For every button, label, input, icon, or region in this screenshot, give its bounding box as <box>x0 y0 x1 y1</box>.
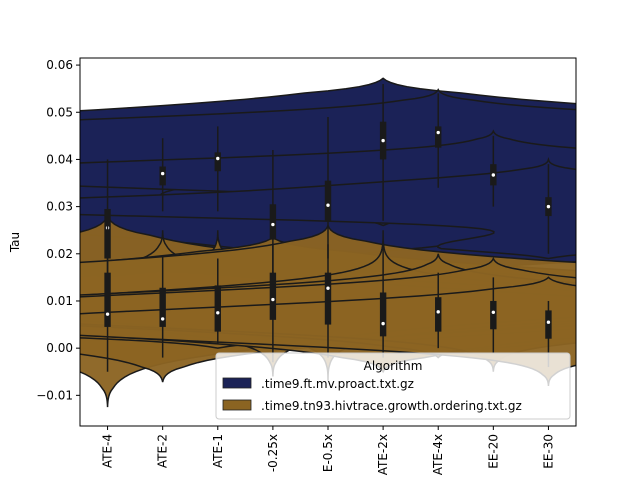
legend-title: Algorithm <box>364 359 423 373</box>
violin-iqr-box <box>324 180 332 221</box>
violin-median <box>160 171 165 176</box>
violin-iqr-box <box>324 272 332 325</box>
legend-swatch-series-2 <box>222 399 252 411</box>
violins-layer <box>80 77 576 408</box>
violin-iqr-box <box>435 126 442 148</box>
x-tick-label: ATE-4 <box>101 434 115 468</box>
y-tick-label: −0.01 <box>36 388 73 402</box>
violin-median <box>271 222 275 227</box>
x-tick-label: ATE-2x <box>376 434 390 475</box>
y-tick-label: 0.03 <box>46 200 73 214</box>
y-tick-label: 0.02 <box>46 247 73 261</box>
x-axis: ATE-4 ATE-2 ATE-1 -0.25x E-0.5x ATE-2x ATE-4x E… <box>101 426 555 475</box>
violin-median <box>105 312 110 316</box>
y-axis: −0.01 0.00 0.01 0.02 0.03 0.04 0.05 0.06 <box>36 58 80 402</box>
violin-iqr-box <box>379 292 387 337</box>
violin-median <box>216 156 220 161</box>
violin-iqr-box <box>214 285 221 332</box>
y-tick-label: 0.04 <box>46 152 73 166</box>
violin-median <box>326 286 330 290</box>
violin-iqr-box <box>159 166 166 186</box>
violin-iqr-box <box>545 310 552 339</box>
legend-label-series-2: .time9.tn93.hivtrace.growth.ordering.txt… <box>261 399 522 413</box>
violin-median <box>546 320 551 324</box>
violin-median <box>436 130 440 135</box>
y-axis-label: Tau <box>8 232 22 253</box>
violin-iqr-box <box>269 272 277 320</box>
violin-iqr-box <box>104 272 111 327</box>
x-tick-label: ATE-4x <box>431 434 445 475</box>
violin-median <box>271 297 275 302</box>
y-tick-label: 0.05 <box>46 105 73 119</box>
y-tick-label: 0.01 <box>46 294 73 308</box>
x-tick-label: EE-20 <box>486 434 500 469</box>
violin-median <box>491 173 496 177</box>
violin-median <box>216 311 220 315</box>
legend-label-series-1: .time9.ft.mv.proact.txt.gz <box>261 377 414 391</box>
x-tick-label: EE-30 <box>541 434 555 469</box>
x-tick-label: ATE-2 <box>156 434 170 468</box>
y-tick-label: 0.06 <box>46 58 73 72</box>
violin-median <box>326 203 330 207</box>
violin-median <box>381 138 385 143</box>
violin-median <box>491 310 496 314</box>
x-tick-label: E-0.5x <box>321 434 335 472</box>
violin-iqr-box <box>269 204 277 240</box>
violin-iqr-box <box>214 152 221 172</box>
legend: Algorithm .time9.ft.mv.proact.txt.gz .ti… <box>215 352 571 420</box>
legend-swatch-series-1 <box>222 377 252 389</box>
violin-median <box>160 317 165 321</box>
legend-box <box>215 352 571 420</box>
violin-median <box>546 204 551 209</box>
violin-iqr-box <box>435 297 442 332</box>
x-tick-label: -0.25x <box>266 434 280 472</box>
violin-iqr-box <box>490 300 497 330</box>
x-tick-label: ATE-1 <box>211 434 225 468</box>
violin-median <box>381 321 385 326</box>
violin-iqr-box <box>159 287 166 327</box>
y-tick-label: 0.00 <box>46 341 73 355</box>
violin-median <box>436 310 440 314</box>
